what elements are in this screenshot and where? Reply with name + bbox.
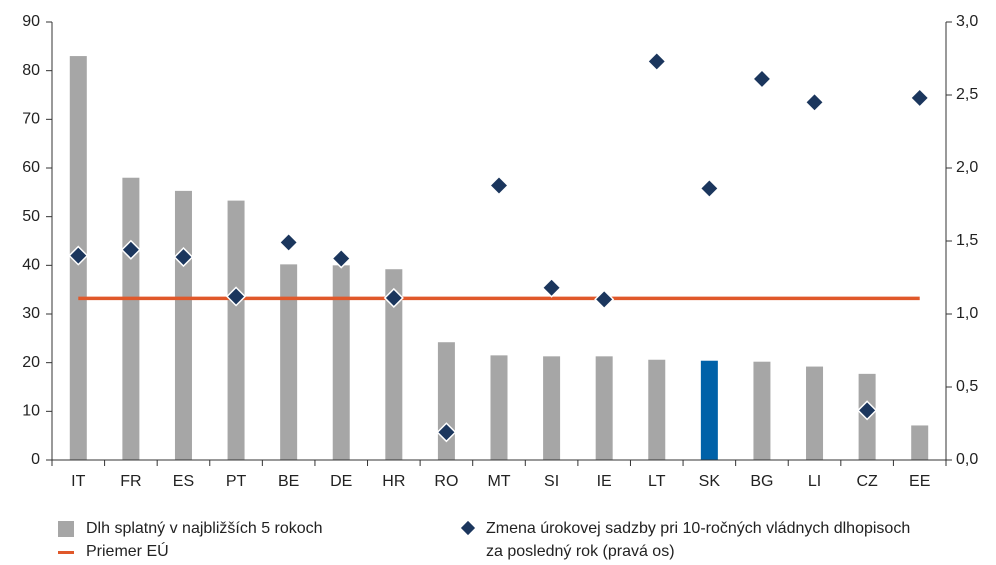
y-tick-label: 30	[22, 305, 40, 322]
diamond-marker	[804, 92, 825, 113]
x-tick-label: BG	[750, 473, 773, 490]
bar	[700, 360, 718, 460]
x-tick-label: CZ	[856, 473, 878, 490]
y-tick-label: 70	[22, 111, 40, 128]
diamond-marker	[699, 178, 720, 199]
diamond-marker	[68, 245, 89, 266]
legend-swatch-bar	[58, 521, 74, 537]
y-tick-label: 50	[22, 208, 40, 225]
y-tick-label: 60	[22, 159, 40, 176]
bar	[174, 190, 192, 460]
diamond-marker	[173, 246, 194, 268]
x-tick-label: MT	[487, 473, 510, 490]
diamond-marker	[857, 400, 878, 421]
diamond-marker	[646, 51, 667, 72]
bar	[280, 264, 298, 460]
y-tick-label: 0	[31, 451, 40, 468]
bar	[490, 355, 508, 460]
diamond-marker	[278, 232, 299, 253]
y2-tick-label: 1,5	[956, 232, 978, 249]
y2-tick-label: 2,5	[956, 86, 978, 103]
diamond-marker	[436, 422, 457, 443]
x-tick-label: IT	[71, 473, 85, 490]
diamond-marker	[541, 277, 562, 298]
legend-swatch-diamond	[460, 520, 476, 536]
y-tick-label: 20	[22, 354, 40, 371]
x-tick-label: RO	[434, 473, 458, 490]
x-tick-label: LT	[648, 473, 666, 490]
x-tick-label: PT	[226, 473, 247, 490]
bar	[437, 342, 455, 460]
legend-label: Priemer EÚ	[86, 543, 169, 560]
x-tick-label: SK	[699, 473, 721, 490]
y-tick-label: 90	[22, 13, 40, 30]
bar	[385, 269, 403, 460]
plot: 0 10 20 30 40 50 60 70 80 90 0,0 0,5 1,0 1,5 2,0 2,5 3,0…	[22, 13, 978, 490]
legend-label: Zmena úrokovej sadzby pri 10-ročných vlá…	[486, 520, 911, 560]
bar	[543, 356, 561, 460]
y2-tick-label: 1,0	[956, 305, 978, 322]
x-tick-label: DE	[330, 473, 352, 490]
legend-swatch-line	[58, 551, 74, 554]
x-tick-label: ES	[173, 473, 194, 490]
x-tick-label: BE	[278, 473, 299, 490]
x-tick-label: LI	[808, 473, 821, 490]
y2-tick-label: 3,0	[956, 13, 978, 30]
diamond-marker	[383, 287, 404, 309]
x-tick-label: FR	[120, 473, 141, 490]
bar	[332, 265, 350, 460]
bar	[753, 361, 771, 460]
bar	[911, 425, 929, 460]
diamond-marker	[751, 68, 773, 90]
diamond-marker	[331, 248, 352, 269]
legend-label: Dlh splatný v najbližších 5 rokoch	[86, 520, 323, 537]
y2-tick-label: 0,5	[956, 378, 978, 395]
bar	[122, 177, 140, 460]
x-tick-label: HR	[382, 473, 405, 490]
y2-tick-label: 0,0	[956, 451, 978, 468]
y2-tick-label: 2,0	[956, 159, 978, 176]
diamond-marker	[488, 175, 510, 196]
bar	[648, 359, 666, 460]
diamond-marker	[225, 286, 247, 307]
y-tick-label: 80	[22, 62, 40, 79]
x-tick-label: SI	[544, 473, 559, 490]
x-tick-label: EE	[909, 473, 930, 490]
bar	[806, 366, 824, 460]
diamond-marker	[909, 87, 930, 108]
bar	[595, 356, 613, 460]
y-tick-label: 10	[22, 403, 40, 420]
diamond-marker	[120, 239, 141, 260]
y-tick-label: 40	[22, 257, 40, 274]
diamond-marker	[594, 289, 615, 310]
bar	[227, 200, 245, 460]
x-tick-label: IE	[597, 473, 612, 490]
